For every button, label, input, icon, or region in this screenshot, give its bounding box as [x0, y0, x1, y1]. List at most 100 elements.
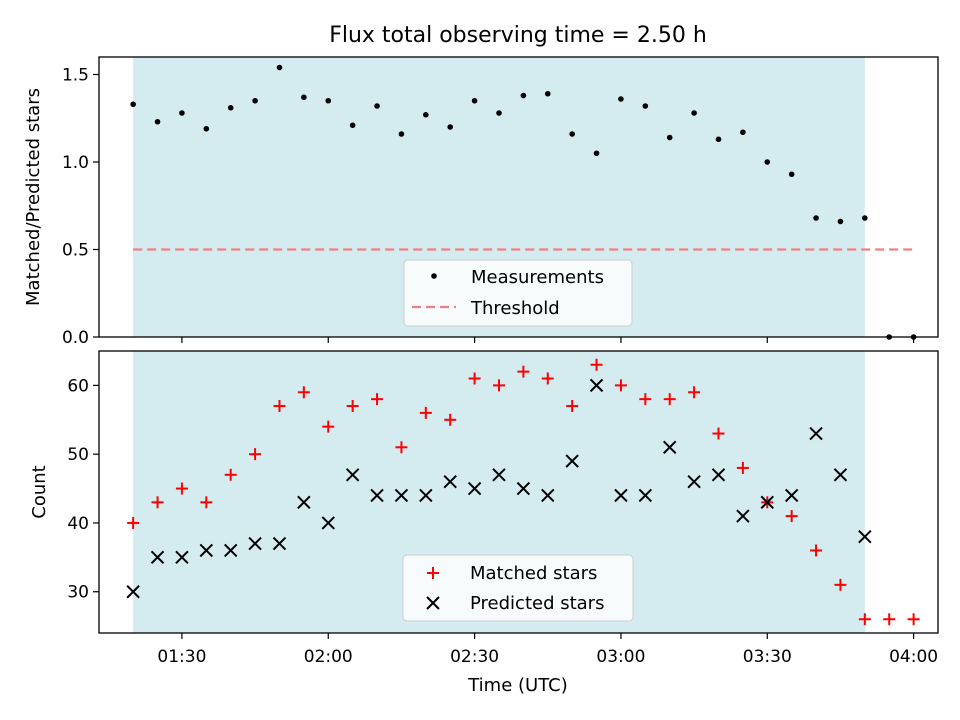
predicted-star-point — [663, 440, 677, 454]
measurement-point — [813, 215, 819, 221]
predicted-star-point — [370, 488, 384, 503]
y-tick-label: 60 — [67, 376, 89, 396]
predicted-star-point — [833, 468, 848, 482]
legend-predicted-label: Predicted stars — [470, 593, 604, 614]
predicted-stars-points — [126, 378, 872, 599]
predicted-star-point — [614, 488, 628, 503]
matched-star-point — [590, 358, 603, 371]
measurement-point — [130, 101, 136, 108]
x-tick-label: 02:00 — [304, 647, 353, 667]
predicted-star-point — [199, 543, 214, 558]
predicted-star-point — [516, 481, 531, 496]
predicted-star-point — [858, 530, 872, 544]
measurement-point — [471, 97, 478, 104]
predicted-star-point — [638, 488, 653, 503]
matched-star-point — [224, 468, 237, 481]
top-x-ticks — [181, 337, 915, 343]
predicted-star-point — [565, 454, 579, 468]
measurement-point — [227, 104, 234, 111]
measurement-point — [447, 124, 454, 130]
matched-star-point — [639, 393, 652, 406]
predicted-star-point — [760, 495, 774, 510]
predicted-star-point — [541, 488, 555, 503]
y-tick-label: 1.0 — [62, 153, 89, 173]
matched-star-point — [883, 613, 896, 626]
top-y-axis-label: Matched/Predicted stars — [23, 88, 44, 306]
measurement-point — [496, 110, 502, 116]
matched-star-point — [468, 372, 481, 385]
top-legend-box — [403, 259, 633, 327]
matched-star-point — [517, 365, 530, 378]
measurement-point — [423, 111, 429, 118]
y-tick-label: 40 — [67, 514, 89, 534]
measurement-point — [398, 131, 405, 137]
predicted-star-point — [687, 474, 701, 489]
measurement-point — [203, 125, 210, 132]
x-tick-label: 03:30 — [743, 647, 792, 667]
matched-star-point — [785, 510, 798, 523]
predicted-star-point — [321, 516, 335, 530]
y-tick-label: 30 — [67, 583, 89, 603]
measurement-point — [593, 150, 600, 157]
matched-star-point — [663, 393, 676, 406]
y-tick-label: 1.5 — [62, 66, 89, 86]
bottom-legend-box — [402, 554, 634, 622]
top-legend: Measurements Threshold — [403, 259, 633, 327]
predicted-star-point — [272, 536, 287, 551]
top-panel: 0.0 0.5 1.0 1.5 Matched/Predicted stars Mea… — [23, 56, 939, 348]
legend-matched-marker — [427, 567, 439, 579]
predicted-star-point — [784, 488, 799, 503]
matched-star-point — [151, 496, 164, 509]
predicted-star-point — [248, 536, 262, 551]
measurement-point — [691, 110, 697, 116]
predicted-star-point — [345, 468, 360, 482]
measurement-point — [642, 103, 649, 109]
matched-star-point — [297, 386, 310, 399]
matched-stars-points — [127, 358, 920, 626]
x-tick-label: 01:30 — [157, 647, 206, 667]
measurement-point — [788, 171, 795, 178]
predicted-star-point — [467, 481, 482, 496]
bottom-y-axis-label: Count — [29, 465, 50, 518]
matched-star-point — [395, 441, 408, 454]
legend-measurements-label: Measurements — [471, 267, 604, 288]
measurement-point — [715, 136, 722, 143]
matched-star-point — [492, 379, 505, 392]
predicted-star-point — [443, 474, 457, 489]
bottom-axes-frame — [98, 350, 939, 634]
x-tick-label: 03:00 — [596, 647, 645, 667]
matched-star-point — [566, 400, 579, 413]
measurement-point — [374, 103, 380, 109]
measurement-point — [154, 118, 161, 125]
predicted-star-point — [589, 378, 604, 393]
measurement-point — [764, 159, 771, 165]
predicted-star-point — [126, 585, 140, 599]
matched-star-point — [175, 482, 188, 495]
y-tick-label: 50 — [67, 445, 89, 465]
measurement-point — [740, 129, 746, 136]
legend-measurements-marker — [431, 273, 437, 279]
predicted-star-point — [419, 488, 433, 503]
matched-star-point — [858, 613, 871, 626]
legend-threshold-label: Threshold — [470, 298, 560, 319]
measurement-point — [520, 92, 527, 99]
matched-star-point — [419, 406, 432, 419]
measurement-point — [325, 97, 332, 104]
matched-star-point — [322, 420, 335, 433]
matched-star-point — [834, 578, 847, 591]
top-y-ticks: 0.0 0.5 1.0 1.5 — [62, 66, 99, 348]
measurement-point — [618, 96, 624, 102]
measurement-points — [130, 64, 917, 340]
measurement-point — [666, 134, 673, 141]
matched-star-point — [712, 427, 725, 440]
bottom-y-ticks: 30 40 50 60 — [67, 376, 99, 603]
measurement-point — [301, 94, 307, 101]
matched-star-point — [273, 400, 286, 413]
matched-star-point — [614, 379, 627, 392]
x-tick-label: 02:30 — [450, 647, 499, 667]
measurement-point — [544, 90, 551, 97]
measurement-point — [276, 64, 283, 71]
y-tick-label: 0.5 — [62, 241, 89, 261]
